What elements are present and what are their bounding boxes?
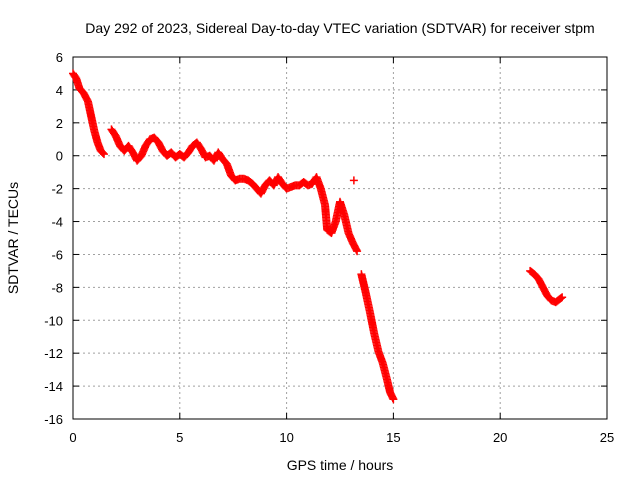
y-tick-label: -12 <box>44 346 63 361</box>
y-tick-label: -8 <box>51 280 63 295</box>
x-tick-label: 0 <box>69 430 76 445</box>
y-tick-label: -6 <box>51 247 63 262</box>
y-tick-label: -16 <box>44 412 63 427</box>
x-tick-label: 15 <box>386 430 400 445</box>
data-point <box>98 148 107 157</box>
y-tick-label: 2 <box>56 116 63 131</box>
y-tick-label: -10 <box>44 313 63 328</box>
x-axis-label: GPS time / hours <box>287 457 394 473</box>
chart-title: Day 292 of 2023, Sidereal Day-to-day VTE… <box>85 20 594 36</box>
y-tick-label: 6 <box>56 50 63 65</box>
y-tick-label: -4 <box>51 215 63 230</box>
y-tick-label: -14 <box>44 379 63 394</box>
x-tick-label: 10 <box>279 430 293 445</box>
y-axis-tick-labels: -16 -14 -12 -10 -8 -6 -4 -2 0 2 4 6 <box>44 50 63 427</box>
y-axis-label: SDTVAR / TECUs <box>5 182 21 294</box>
data-point <box>349 176 358 185</box>
data-point <box>99 150 108 159</box>
data-point <box>353 247 362 256</box>
data-point <box>389 395 398 404</box>
data-series <box>69 69 567 404</box>
data-point <box>558 293 567 302</box>
plot-area-frame <box>72 56 608 420</box>
y-tick-label: 4 <box>56 83 63 98</box>
y-tick-label: 0 <box>56 149 63 164</box>
x-tick-label: 25 <box>600 430 614 445</box>
data-point <box>557 294 566 303</box>
x-tick-label: 20 <box>493 430 507 445</box>
y-tick-label: -2 <box>51 182 63 197</box>
x-axis-tick-labels: 0 5 10 15 20 25 <box>69 430 614 445</box>
x-tick-label: 5 <box>176 430 183 445</box>
axis-ticks <box>72 56 608 420</box>
grid <box>73 57 607 419</box>
